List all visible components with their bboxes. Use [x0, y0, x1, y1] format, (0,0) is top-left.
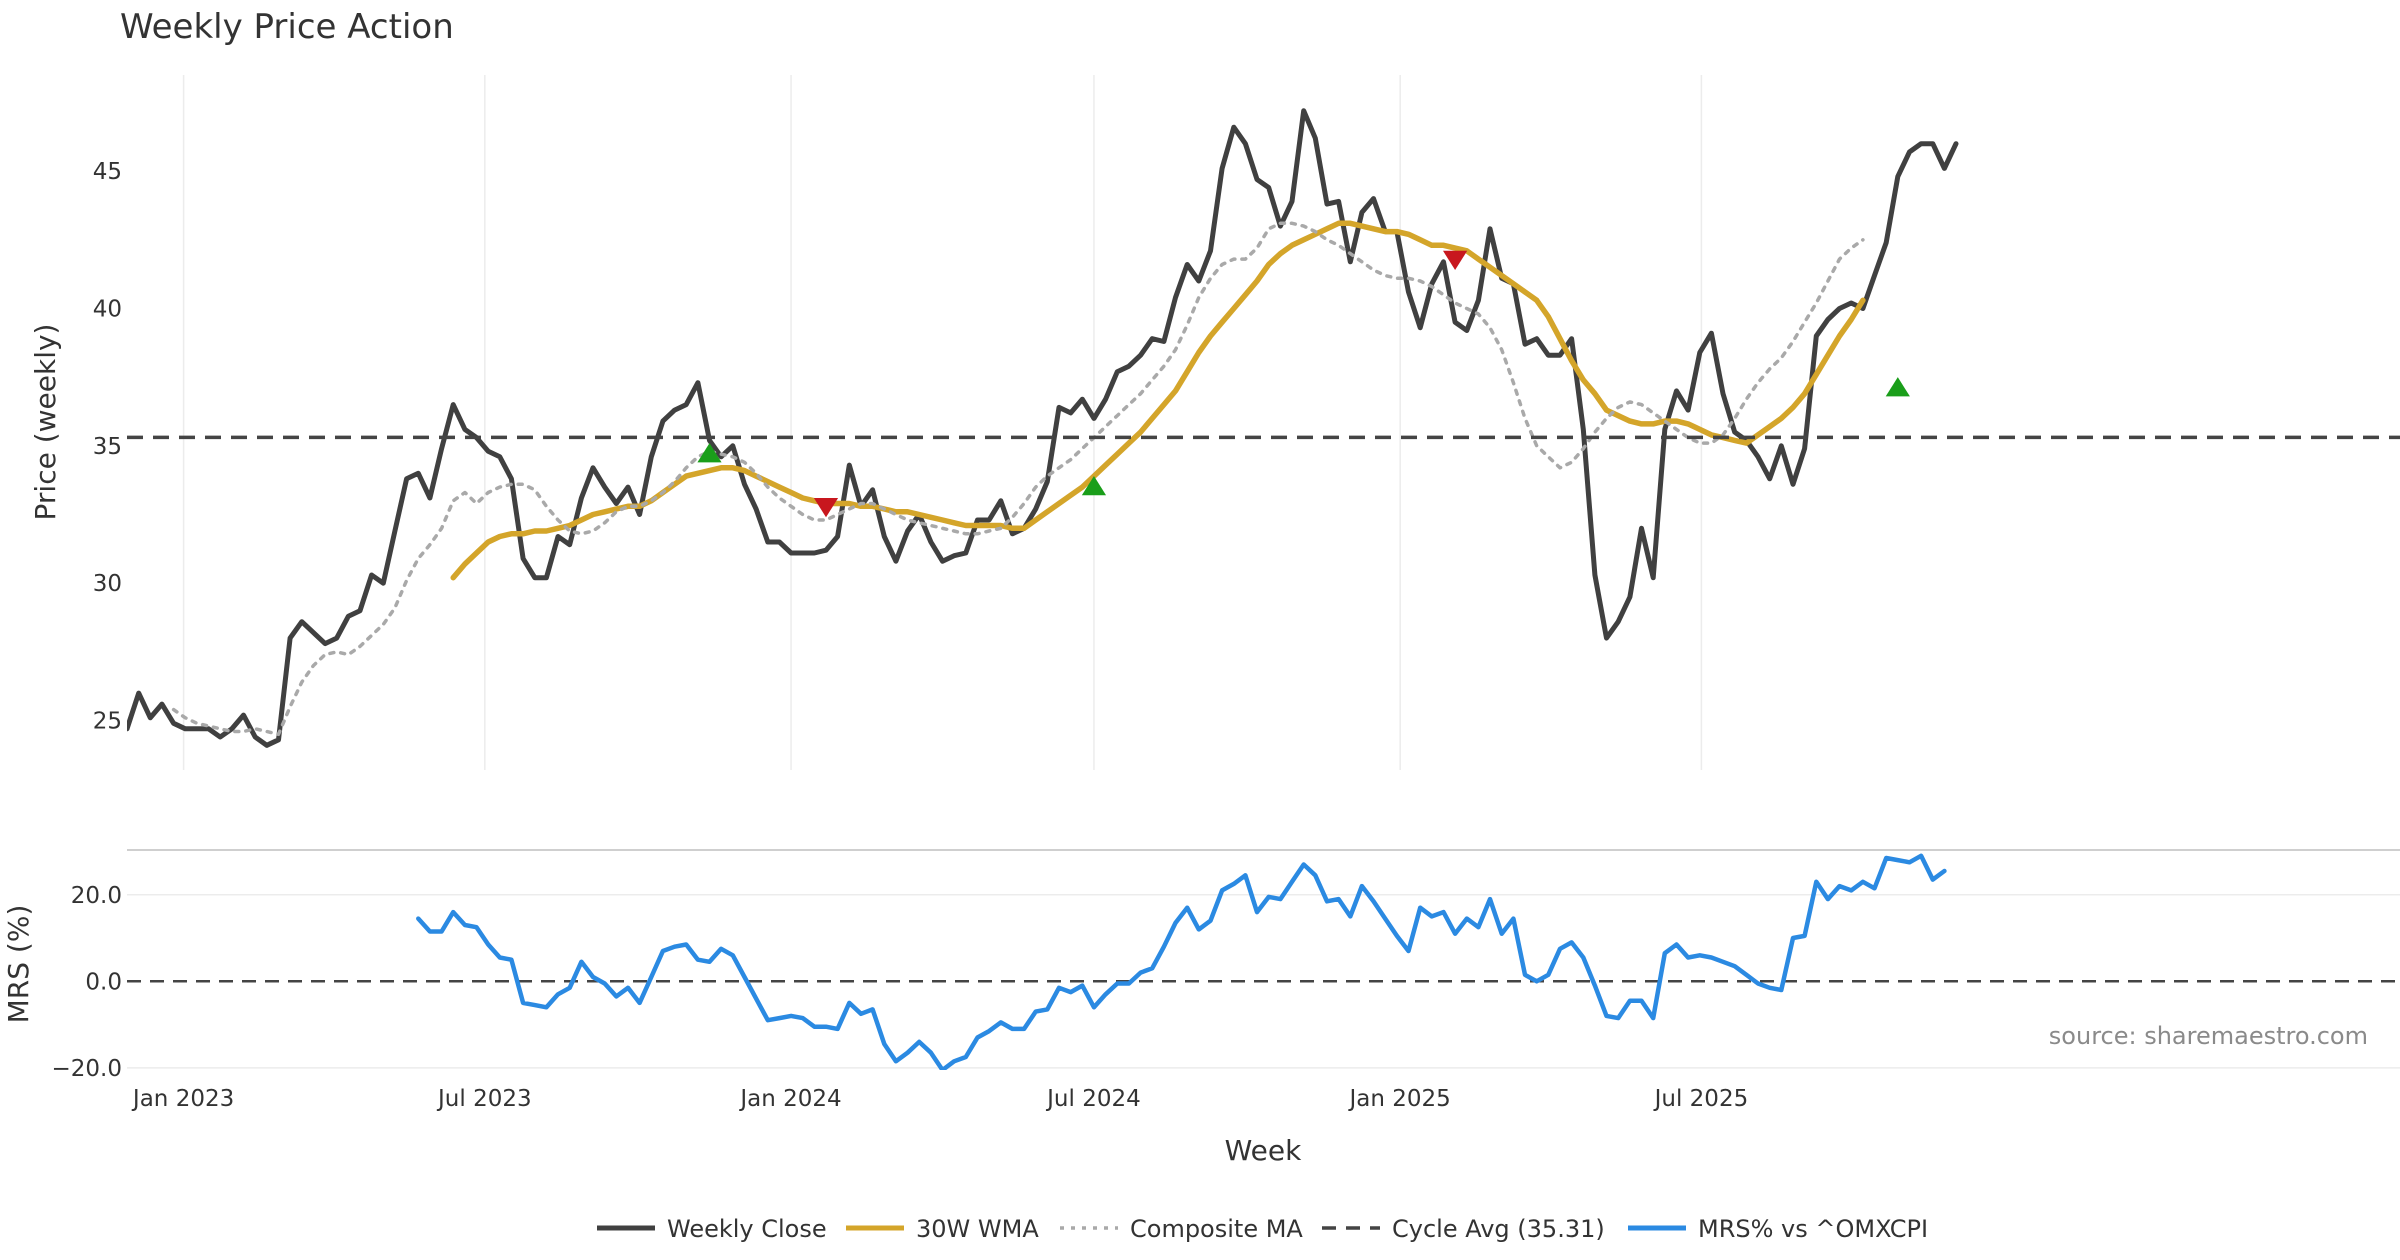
sell-signal-marker — [1443, 250, 1468, 271]
mrs-y-tick-label: −20.0 — [52, 1056, 122, 1082]
price-y-tick-label: 35 — [93, 434, 122, 460]
chart-title: Weekly Price Action — [120, 7, 454, 47]
legend-label: Weekly Close — [667, 1215, 827, 1243]
sell-signal-marker — [813, 498, 839, 518]
price-y-tick-label: 40 — [93, 296, 122, 322]
wma-30w-line — [450, 220, 1866, 581]
gridlines — [127, 75, 2400, 1069]
price-y-axis-label: Price (weekly) — [29, 324, 62, 521]
composite-ma-line — [171, 221, 1865, 737]
source-annotation: source: sharemaestro.com — [2049, 1022, 2368, 1050]
x-tick-label: Jul 2024 — [1045, 1086, 1141, 1112]
mrs-panel — [127, 853, 2400, 1070]
x-tick-label: Jan 2023 — [131, 1086, 234, 1112]
x-axis-label: Week — [1225, 1134, 1302, 1167]
mrs-y-axis-label: MRS (%) — [2, 905, 35, 1024]
x-tick-label: Jul 2025 — [1653, 1086, 1749, 1112]
legend-label: MRS% vs ^OMXCPI — [1698, 1215, 1928, 1243]
price-y-tick-label: 45 — [93, 159, 122, 185]
x-tick-label: Jul 2023 — [436, 1086, 532, 1112]
legend: Weekly Close 30W WMA Composite MA Cycle Avg… — [597, 1215, 1928, 1243]
mrs-y-tick-label: 20.0 — [71, 883, 122, 909]
price-y-tick-label: 30 — [93, 571, 122, 597]
legend-label: Cycle Avg (35.31) — [1392, 1215, 1605, 1243]
mrs-line — [416, 853, 1947, 1070]
axis-ticks: 25 30 35 40 45 20.0 0.0 −20.0 Jan 2023 Jul 2023 Ja… — [52, 159, 1749, 1112]
legend-label: 30W WMA — [916, 1215, 1039, 1243]
buy-signal-marker — [1081, 476, 1107, 496]
buy-signal-marker — [697, 443, 722, 463]
price-panel — [127, 108, 2400, 748]
buy-signal-marker — [1885, 377, 1910, 397]
x-tick-label: Jan 2024 — [738, 1086, 841, 1112]
x-tick-label: Jan 2025 — [1348, 1086, 1451, 1112]
legend-label: Composite MA — [1130, 1215, 1303, 1243]
mrs-y-tick-label: 0.0 — [85, 969, 122, 995]
price-y-tick-label: 25 — [93, 709, 122, 735]
weekly-close-line — [127, 108, 1959, 748]
